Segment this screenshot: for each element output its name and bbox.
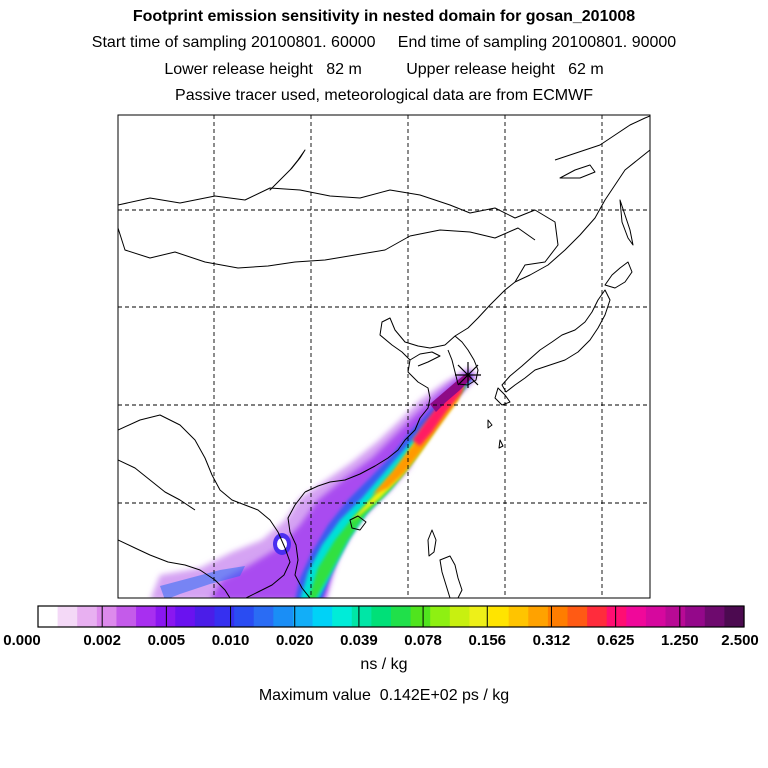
colorbar-tick-label: 0.156 [468,632,507,649]
colorbar-units: ns / kg [360,656,408,673]
colorbar-tick-label: 0.002 [83,632,121,649]
colorbar-tick-label: 0.000 [3,632,41,649]
colorbar-cell [626,606,647,627]
colorbar-cell [489,606,510,627]
colorbar-cell [96,606,118,627]
colorbar-tick-label: 0.005 [147,632,186,649]
colorbar-tick-label: 0.039 [340,632,378,649]
colorbar-cell [587,606,608,627]
colorbar-cell [351,606,372,627]
colorbar-cell [312,606,333,627]
colorbar-cell [724,606,745,627]
maximum-value-label: Maximum value 0.142E+02 ps / kg [258,687,510,704]
colorbar-cell [469,606,490,627]
colorbar-cell [57,606,78,627]
colorbar-cell [234,606,255,627]
colorbar-cell [704,606,725,627]
colorbar-tick-label: 0.020 [275,632,314,649]
colorbar-frame [37,605,745,628]
release-site-marker [455,362,481,388]
colorbar-cell [391,606,412,627]
map-frame [117,114,651,599]
colorbar-tick-label: 1.250 [661,632,699,649]
colorbar-cell [567,606,588,627]
plot-title: Footprint emission sensitivity in nested… [132,8,636,25]
colorbar-cell [292,606,314,627]
colorbar-cell [175,606,196,627]
colorbar-cell [155,606,176,627]
colorbar [37,605,745,628]
colorbar-cell [273,606,294,627]
colorbar-cell [214,606,235,627]
colorbar-cell [430,606,451,627]
colorbar-cell [332,606,353,627]
colorbar-cell [116,606,137,627]
colorbar-cell [685,606,706,627]
colorbar-cell [253,606,274,627]
colorbar-cell [528,606,549,627]
colorbar-tick-label: 0.625 [596,632,635,649]
sampling-time-line: Start time of sampling 20100801. 60000 E… [91,34,677,51]
colorbar-tick-label: 0.078 [404,632,442,649]
colorbar-cell [77,606,98,627]
colorbar-cells [38,606,745,627]
coastlines [118,115,650,598]
colorbar-cell [606,606,627,627]
colorbar-cell [38,606,59,627]
colorbar-cell [410,606,431,627]
colorbar-tick-label: 0.010 [211,632,250,649]
colorbar-cell [371,606,392,627]
release-height-line: Lower release height 82 m Upper release … [164,61,604,78]
colorbar-cell [665,606,686,627]
colorbar-tick-label: 0.312 [532,632,571,649]
colorbar-cell [449,606,471,627]
colorbar-cell [508,606,529,627]
tracer-info-line: Passive tracer used, meteorological data… [175,87,593,104]
colorbar-cell [136,606,157,627]
colorbar-cell [547,606,569,627]
colorbar-cell [194,606,216,627]
colorbar-cell [645,606,667,627]
colorbar-tick-label: 2.500 [721,632,759,649]
graticule-lines [118,115,650,598]
colorbar-dividers [101,606,681,627]
